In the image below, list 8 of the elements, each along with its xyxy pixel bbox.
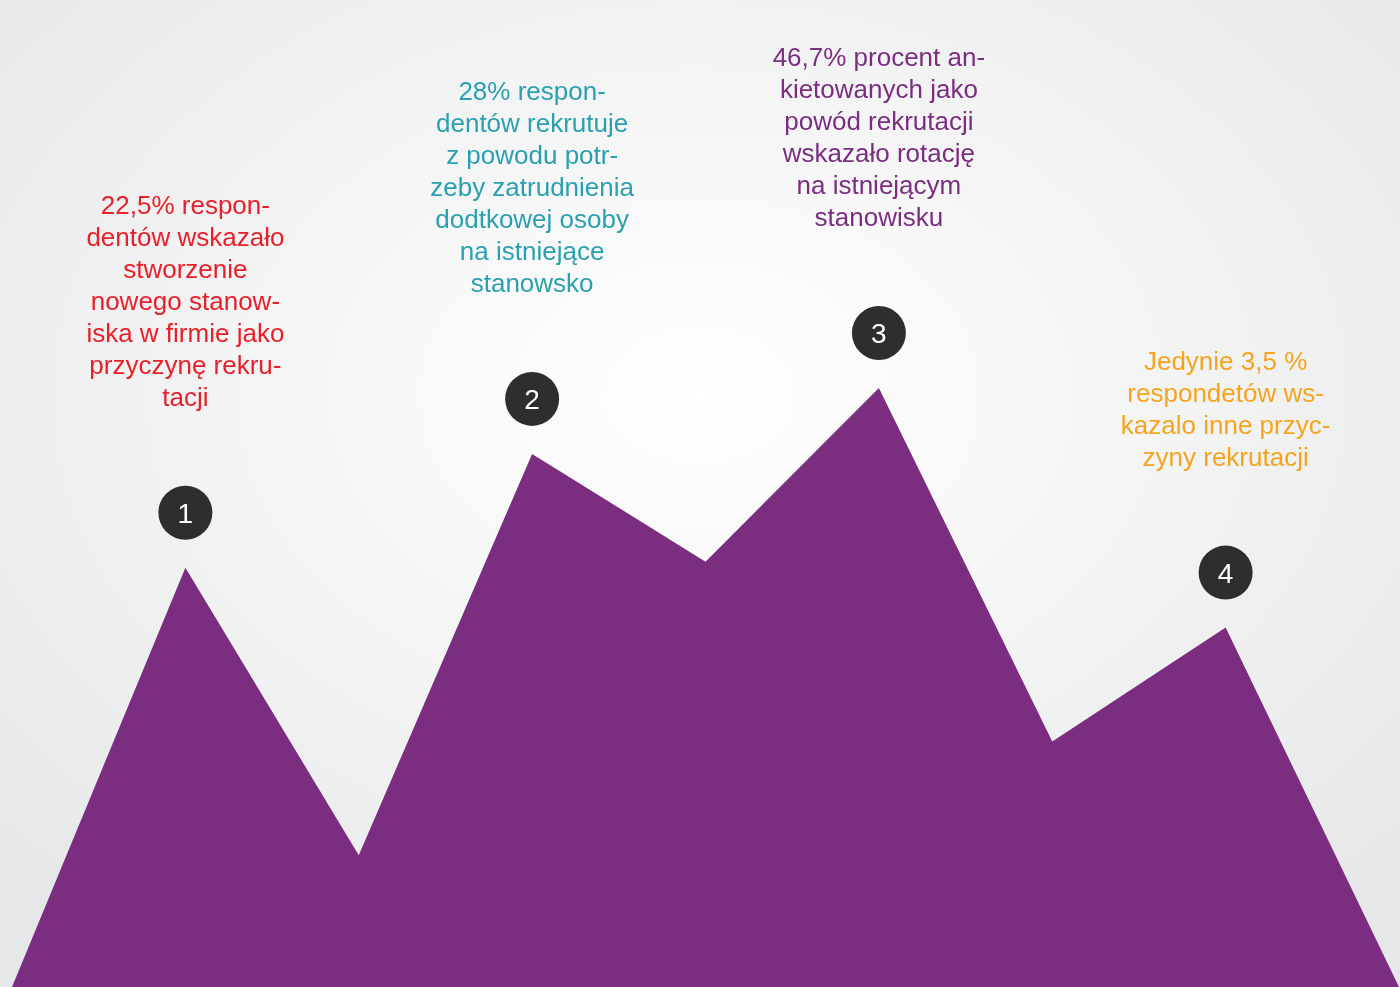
x-tick-label: 4 xyxy=(1217,557,1234,589)
x-tick-label: 1 xyxy=(177,497,194,529)
text: 28% respon- dentów rekrutuje z powodu potr- zeby zatrudnienia dodtkowej osoby na istniejące stanowsko xyxy=(430,75,635,298)
x-tick-label: 3 xyxy=(871,318,887,349)
x-tick-label: 2 xyxy=(524,383,540,415)
text: 46,7% procent an- kietowanych jako powód rekrutacji wskazało rotację na istniejącym stanowisku xyxy=(772,42,986,232)
annotation: Jedynie 3,5 % respondetów ws- kazalo inne przyc- zyny rekrutacji xyxy=(1120,345,1331,472)
annotation: 22,5% respon- dentów wskazało stworzenie nowego stanow- iska w firmie jako przyczynę rekru- tacji xyxy=(86,189,285,412)
